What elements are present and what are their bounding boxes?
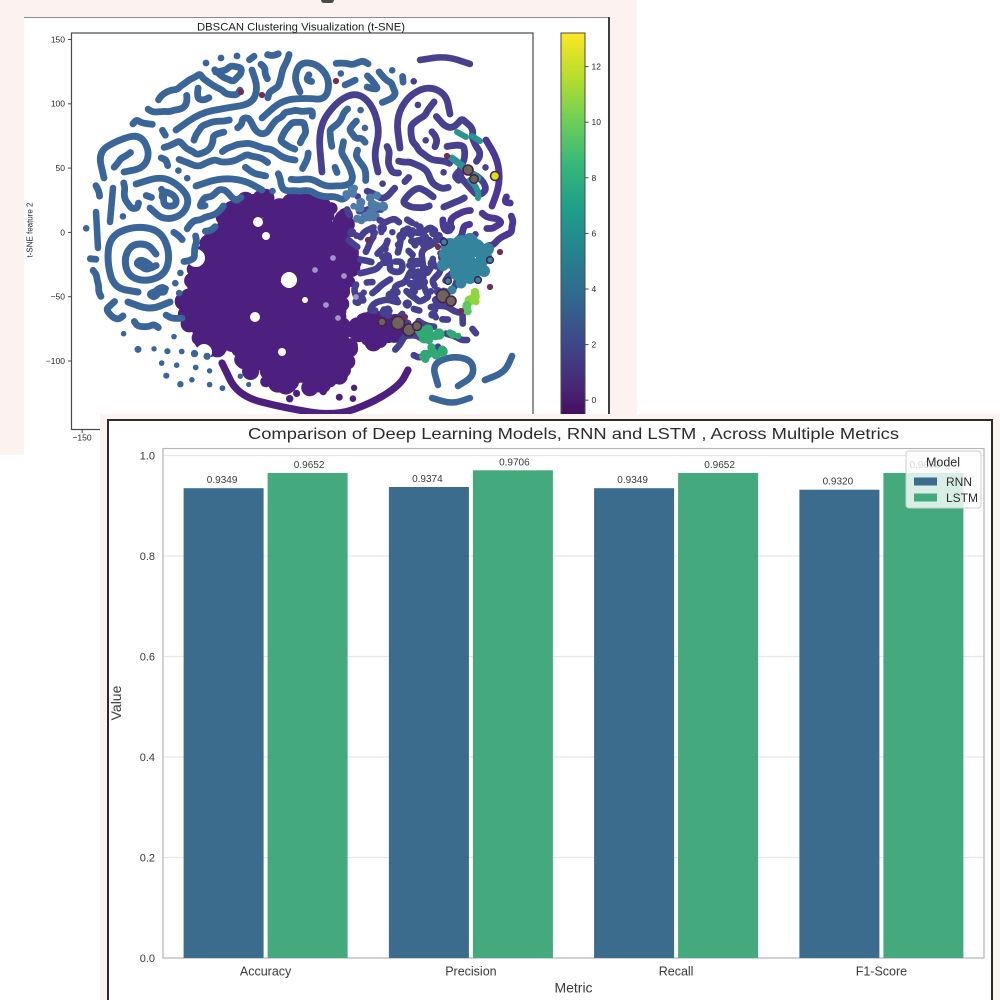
- svg-text:0.0: 0.0: [140, 953, 155, 965]
- svg-text:0.9652: 0.9652: [704, 460, 735, 471]
- svg-text:0.9320: 0.9320: [823, 477, 854, 488]
- svg-text:0.4: 0.4: [140, 752, 155, 764]
- svg-text:0.9706: 0.9706: [499, 457, 530, 468]
- svg-text:Model: Model: [926, 456, 960, 470]
- svg-text:Comparison of Deep Learning Mo: Comparison of Deep Learning Models, RNN …: [248, 426, 899, 443]
- svg-text:Accuracy: Accuracy: [240, 965, 292, 979]
- svg-text:LSTM: LSTM: [946, 491, 978, 505]
- svg-text:0.9349: 0.9349: [617, 475, 648, 486]
- svg-text:8: 8: [592, 173, 597, 183]
- svg-text:0.9349: 0.9349: [207, 475, 238, 486]
- svg-text:4: 4: [592, 284, 597, 294]
- svg-text:−50: −50: [51, 292, 66, 302]
- svg-text:RNN: RNN: [946, 475, 972, 489]
- svg-text:0.9652: 0.9652: [294, 460, 325, 471]
- svg-text:6: 6: [592, 228, 597, 238]
- svg-text:12: 12: [592, 62, 602, 72]
- svg-text:Metric: Metric: [554, 980, 592, 996]
- svg-text:0.2: 0.2: [140, 852, 155, 864]
- svg-text:DBSCAN Clustering Visualizatio: DBSCAN Clustering Visualization (t-SNE): [197, 22, 405, 34]
- svg-text:t-SNE feature 2: t-SNE feature 2: [26, 202, 35, 258]
- svg-text:2: 2: [592, 340, 597, 350]
- svg-text:150: 150: [51, 34, 65, 44]
- svg-text:1.0: 1.0: [140, 450, 155, 462]
- svg-text:50: 50: [56, 163, 66, 173]
- svg-text:−100: −100: [46, 356, 65, 366]
- svg-text:0.9374: 0.9374: [412, 474, 443, 485]
- svg-text:Precision: Precision: [445, 965, 496, 979]
- svg-text:100: 100: [51, 99, 65, 109]
- svg-text:Value: Value: [108, 685, 124, 720]
- svg-text:−150: −150: [72, 433, 91, 443]
- svg-text:F1-Score: F1-Score: [856, 965, 907, 979]
- svg-text:0: 0: [60, 227, 65, 237]
- svg-text:Recall: Recall: [659, 965, 694, 979]
- svg-text:0.6: 0.6: [140, 651, 155, 663]
- svg-text:0: 0: [592, 395, 597, 405]
- svg-text:0.8: 0.8: [140, 551, 155, 563]
- svg-text:10: 10: [592, 117, 602, 127]
